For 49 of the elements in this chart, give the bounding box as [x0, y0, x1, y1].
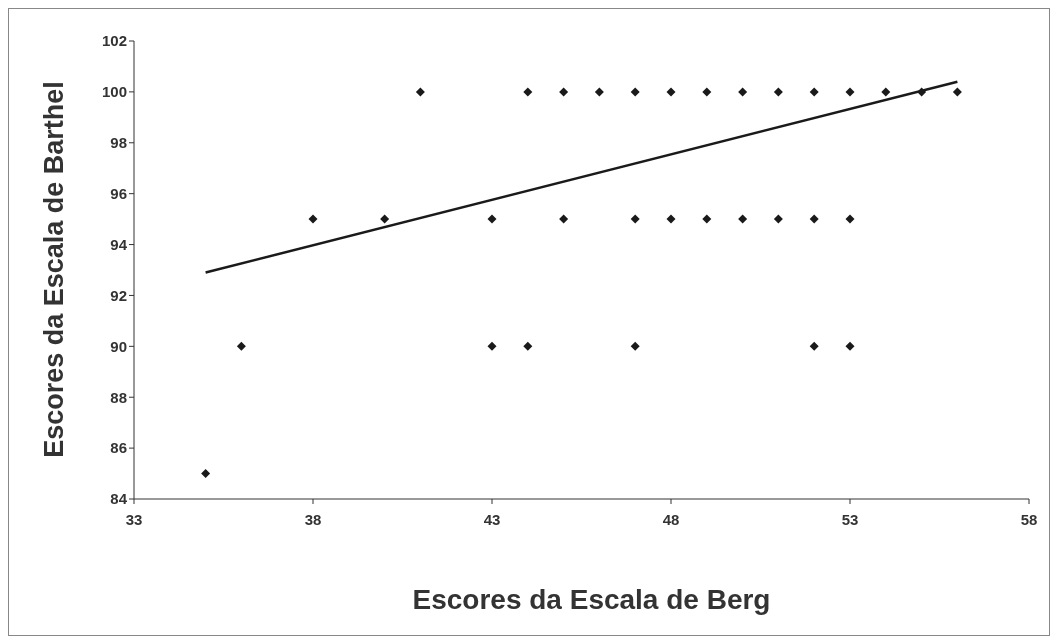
point — [773, 214, 783, 224]
point — [415, 87, 425, 97]
point — [487, 214, 497, 224]
point — [952, 87, 962, 97]
point — [630, 214, 640, 224]
y-tick-label: 102 — [101, 32, 127, 50]
x-tick-label: 33 — [125, 510, 143, 528]
point — [559, 87, 569, 97]
point — [809, 341, 819, 351]
point — [702, 87, 712, 97]
point — [738, 87, 748, 97]
point — [773, 87, 783, 97]
point — [845, 87, 855, 97]
point — [738, 214, 748, 224]
point — [380, 214, 390, 224]
point — [201, 469, 211, 479]
y-tick-label: 84 — [110, 490, 128, 508]
point — [630, 87, 640, 97]
y-tick-label: 96 — [110, 184, 127, 202]
point — [702, 214, 712, 224]
y-tick-label: 100 — [101, 83, 127, 101]
point — [559, 214, 569, 224]
y-tick-label: 92 — [110, 286, 127, 304]
y-tick-label: 94 — [110, 235, 128, 253]
x-tick-label: 38 — [304, 510, 322, 528]
y-tick-label: 90 — [110, 337, 127, 355]
y-tick-label: 88 — [110, 388, 127, 406]
y-tick-label: 86 — [110, 439, 127, 457]
x-tick-label: 48 — [662, 510, 680, 528]
point — [809, 214, 819, 224]
x-tick-label: 43 — [483, 510, 501, 528]
point — [666, 87, 676, 97]
x-tick-label: 58 — [1020, 510, 1038, 528]
point — [523, 341, 533, 351]
point — [630, 341, 640, 351]
point — [487, 341, 497, 351]
point — [523, 87, 533, 97]
point — [845, 214, 855, 224]
point — [666, 214, 676, 224]
point — [845, 341, 855, 351]
point — [881, 87, 891, 97]
y-tick-label: 98 — [110, 134, 127, 152]
x-axis-title: Escores da Escala de Berg — [411, 584, 772, 616]
point — [809, 87, 819, 97]
point — [594, 87, 604, 97]
y-axis-title: Escores da Escala de Barthel — [38, 80, 70, 458]
point — [308, 214, 318, 224]
point — [236, 341, 246, 351]
x-tick-label: 53 — [841, 510, 859, 528]
